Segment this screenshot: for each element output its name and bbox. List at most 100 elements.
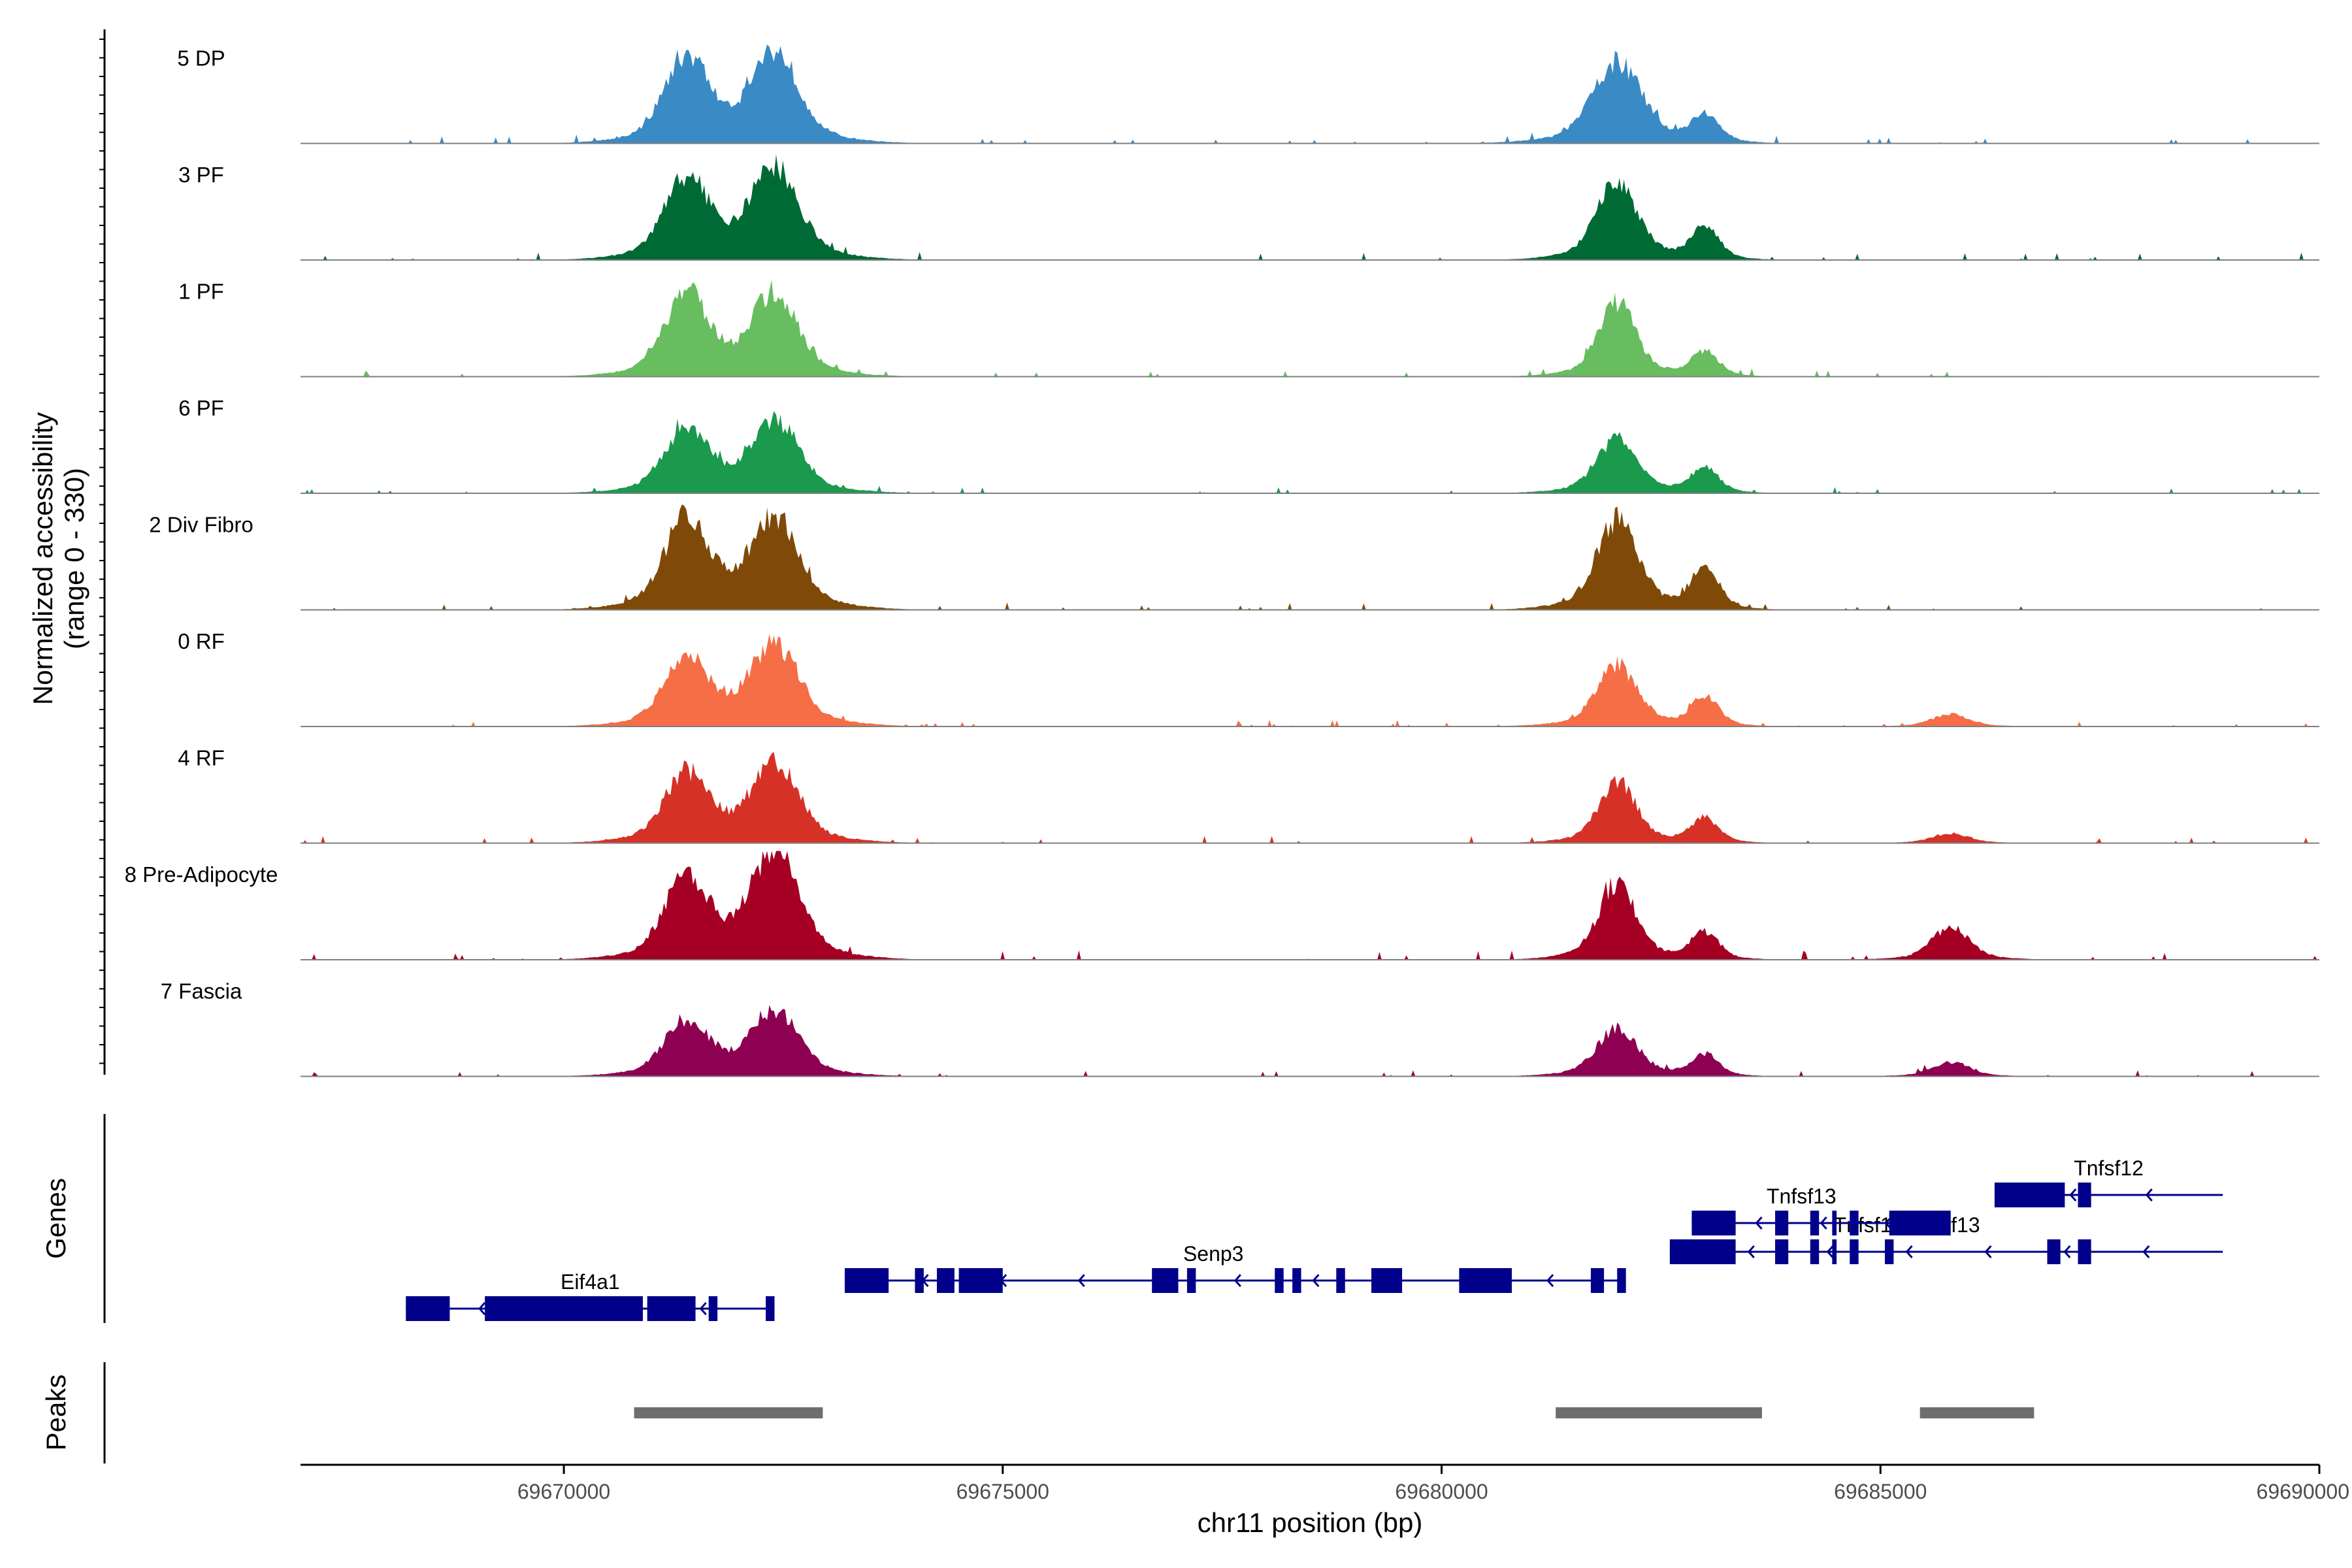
gene-exon (1459, 1268, 1512, 1293)
gene-exon (1669, 1239, 1736, 1264)
gene-exon (1186, 1268, 1196, 1293)
track-label: 5 DP (177, 46, 225, 70)
strand-arrow (2142, 1245, 2150, 1258)
x-tick-label: 69680000 (1395, 1480, 1488, 1503)
gene-exon (406, 1296, 450, 1321)
strand-arrow (2145, 1188, 2153, 1201)
gene-exon (1292, 1268, 1301, 1293)
gene-exon (1810, 1211, 1820, 1235)
strand-arrow (1820, 1217, 1827, 1230)
strand-arrow (1905, 1245, 1913, 1258)
strand-arrow (1826, 1245, 1834, 1258)
x-axis: 69670000 69675000 69680000 69685000 69690000… (301, 1463, 2349, 1538)
gene-exon (1850, 1239, 1859, 1264)
strand-arrow (2069, 1188, 2077, 1201)
track-label: 2 Div Fibro (149, 512, 253, 536)
gene-exon (1336, 1268, 1345, 1293)
gene-exon (485, 1296, 643, 1321)
gene-exon (1152, 1268, 1179, 1293)
gene-exon (1889, 1211, 1951, 1235)
x-tick-label: 69670000 (517, 1480, 610, 1503)
genes-panel-title: Genes (41, 1178, 71, 1259)
gene-exon (708, 1296, 718, 1321)
track-label: 3 PF (178, 163, 224, 187)
gene-tnfsf12: Tnfsf12 (1994, 1156, 2223, 1207)
coverage-y-ticks (99, 39, 105, 1064)
peaks-panel-title: Peaks (41, 1375, 71, 1451)
track-label: 1 PF (178, 279, 224, 303)
gene-exon (1832, 1239, 1837, 1264)
track-label: 8 Pre-Adipocyte (125, 862, 278, 887)
coverage-tracks: 5 DP 3 PF 1 PF 6 PF 2 Div Fibro 0 RF 4 RF 8 Pre… (125, 44, 2319, 1077)
x-tick-label: 69685000 (1834, 1480, 1927, 1503)
coverage-area (301, 1005, 2319, 1077)
track-1-pf: 1 PF (178, 279, 2319, 378)
gene-eif4a1: Eif4a1 (406, 1270, 775, 1321)
genes-panel: Genes Eif4a1Senp3Tnfsf12-Tnfsf13Tnfsf13T… (41, 1114, 2223, 1323)
coverage-area (301, 280, 2319, 377)
y-axis-range: (range 0 - 330) (59, 468, 90, 649)
gene-exon (1994, 1183, 2065, 1207)
gene-exon (844, 1268, 889, 1293)
track-0-rf: 0 RF (178, 629, 2319, 727)
gene-exon (1275, 1268, 1284, 1293)
gene-exon (2078, 1239, 2091, 1264)
gene-exon (1832, 1211, 1837, 1235)
track-label: 4 RF (178, 745, 225, 770)
strand-arrow (1755, 1217, 1763, 1230)
x-axis-title: chr11 position (bp) (1198, 1507, 1423, 1538)
gene-label: Tnfsf12 (2074, 1156, 2144, 1180)
strand-arrow (1984, 1245, 1992, 1258)
gene-senp3: Senp3 (844, 1242, 1626, 1293)
gene-exon (766, 1296, 775, 1321)
track-label: 0 RF (178, 629, 225, 653)
peak-regions (634, 1407, 2034, 1418)
x-tick-label: 69675000 (956, 1480, 1049, 1503)
gene-exon (1850, 1211, 1859, 1235)
track-6-pf: 6 PF (178, 396, 2319, 494)
gene-exon (958, 1268, 1003, 1293)
strand-arrow (1233, 1274, 1241, 1287)
x-tick-label: 69690000 (2257, 1480, 2349, 1503)
gene-exon (2078, 1183, 2091, 1207)
coverage-area (301, 504, 2319, 610)
track-label: 6 PF (178, 396, 224, 420)
track-4-rf: 4 RF (178, 745, 2319, 844)
track-5-dp: 5 DP (177, 44, 2319, 144)
gene-exon (1590, 1268, 1605, 1293)
coverage-area (301, 44, 2319, 144)
coverage-area (301, 411, 2319, 493)
track-8-pre-adipocyte: 8 Pre-Adipocyte (125, 851, 2319, 960)
coverage-area (301, 154, 2319, 260)
coverage-area (301, 751, 2319, 843)
y-axis-title: Normalized accessibility (27, 412, 58, 705)
gene-exon (1884, 1239, 1894, 1264)
peak-region (1556, 1407, 1762, 1418)
peaks-panel: Peaks (41, 1362, 2034, 1463)
strand-arrow (2063, 1245, 2071, 1258)
peak-region (634, 1407, 823, 1418)
strand-arrow (1747, 1245, 1755, 1258)
strand-arrow (699, 1302, 707, 1315)
strand-arrow (1312, 1274, 1320, 1287)
gene-exon (1775, 1211, 1789, 1235)
gene-exon (1810, 1239, 1820, 1264)
gene-label: Senp3 (1183, 1242, 1244, 1266)
coverage-area (301, 851, 2319, 960)
gene-exon (1691, 1211, 1736, 1235)
track-3-pf: 3 PF (178, 154, 2319, 261)
coverage-area (301, 634, 2319, 727)
gene-exon (1371, 1268, 1403, 1293)
gene-exon (1775, 1239, 1789, 1264)
gene-tnfsf13: Tnfsf13 (1691, 1184, 1951, 1235)
gene-exon (915, 1268, 924, 1293)
gene-models: Eif4a1Senp3Tnfsf12-Tnfsf13Tnfsf13Tnfsf12 (406, 1156, 2223, 1321)
gene-exon (1617, 1268, 1626, 1293)
track-2-div-fibro: 2 Div Fibro (149, 504, 2319, 611)
x-axis-ticks: 69670000 69675000 69680000 69685000 69690000 (517, 1465, 2349, 1503)
gene-exon (937, 1268, 955, 1293)
strand-arrow (1546, 1274, 1554, 1287)
gene-label: Tnfsf13 (1767, 1184, 1837, 1208)
gene-exon (647, 1296, 696, 1321)
